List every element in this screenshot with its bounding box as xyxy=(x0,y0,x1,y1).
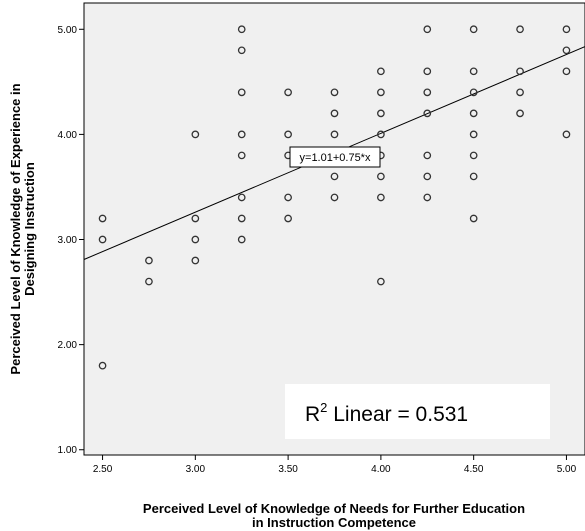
x-tick-label: 4.00 xyxy=(371,464,391,475)
y-axis-title-line-2: Designing Instruction xyxy=(22,162,37,296)
x-tick-label: 5.00 xyxy=(557,464,577,475)
r2-prefix: R xyxy=(305,403,320,426)
r2-value: Linear = 0.531 xyxy=(327,403,468,426)
x-axis: 2.50 3.00 3.50 4.00 4.50 5.00 xyxy=(93,455,577,475)
fit-equation-box: y=1.01+0.75*x xyxy=(290,147,380,167)
y-axis: 1.00 2.00 3.00 4.00 5.00 xyxy=(58,25,84,456)
r2-box: R2 Linear = 0.531 xyxy=(285,384,550,439)
x-tick-label: 2.50 xyxy=(93,464,113,475)
x-tick-label: 3.00 xyxy=(186,464,206,475)
x-axis-title-line-2: in Instruction Competence xyxy=(252,515,416,530)
fit-equation-label: y=1.01+0.75*x xyxy=(300,152,371,164)
y-tick-label: 2.00 xyxy=(58,340,78,351)
r2-superscript: 2 xyxy=(320,400,327,415)
y-tick-label: 3.00 xyxy=(58,235,78,246)
y-tick-label: 1.00 xyxy=(58,445,78,456)
y-tick-label: 5.00 xyxy=(58,25,78,36)
r2-label: R2 Linear = 0.531 xyxy=(305,400,468,426)
x-axis-title-line-1: Perceived Level of Knowledge of Needs fo… xyxy=(143,501,525,516)
x-tick-label: 3.50 xyxy=(278,464,298,475)
y-axis-title-line-1: Perceived Level of Knowledge of Experien… xyxy=(8,83,23,374)
x-tick-label: 4.50 xyxy=(464,464,484,475)
y-tick-label: 4.00 xyxy=(58,130,78,141)
